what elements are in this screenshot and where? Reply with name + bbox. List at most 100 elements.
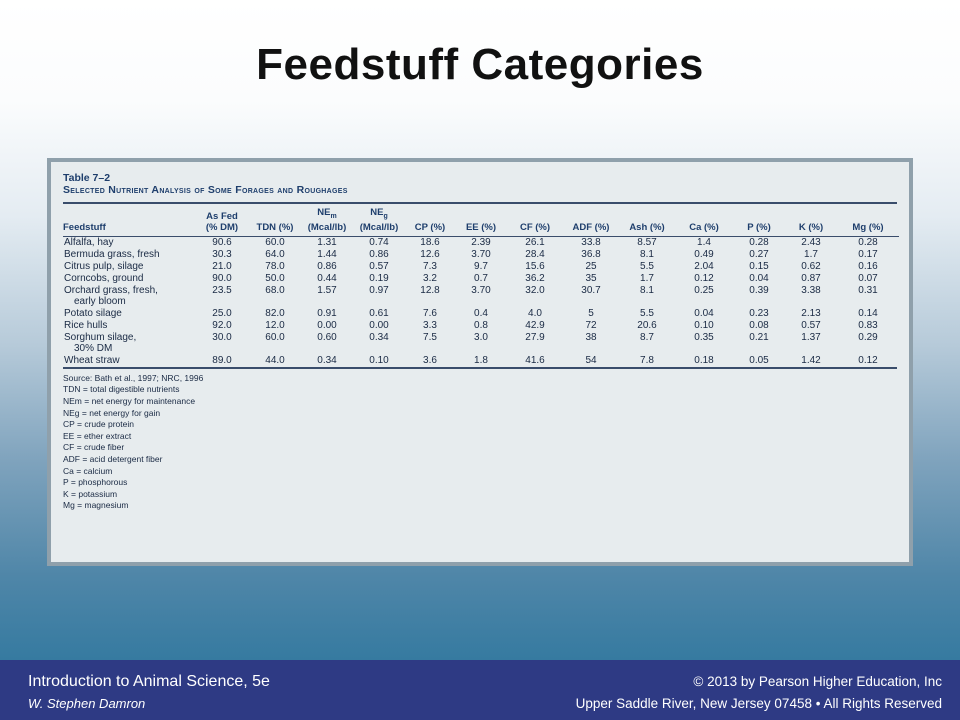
table-cell: 30.3: [212, 248, 232, 260]
table-cell: 4.0: [528, 307, 542, 319]
feedstuff-name: Potato silage: [64, 307, 122, 319]
table-cell: 8.7: [640, 331, 654, 343]
header-nem-base: NE: [317, 207, 331, 218]
table-cell: 27.9: [525, 331, 545, 343]
table-cell: 3.2: [423, 272, 437, 284]
table-cell: 0.57: [801, 319, 821, 331]
table-cell: 2.13: [801, 307, 821, 319]
feedstuff-name: Bermuda grass, fresh: [64, 248, 160, 260]
slide-title: Feedstuff Categories: [256, 40, 704, 89]
table-cell: 0.04: [749, 272, 769, 284]
table-cell: 1.57: [317, 284, 337, 296]
table-cell: 9.7: [474, 260, 488, 272]
header-mg: Mg (%): [852, 221, 884, 233]
table-cell: 1.44: [317, 248, 337, 260]
footer-copyright: © 2013 by Pearson Higher Education, Inc: [693, 674, 942, 689]
table-cell: 44.0: [265, 354, 285, 366]
table-cell: 7.8: [640, 354, 654, 366]
table-cell: 7.6: [423, 307, 437, 319]
feedstuff-name-continued: 30% DM: [74, 343, 113, 355]
table-row: Rice hulls 92.0 12.0 0.00 0.00 3.3 0.8 42.9 72 20…: [63, 320, 899, 332]
table-cell: 0.00: [317, 319, 337, 331]
footer-address: Upper Saddle River, New Jersey 07458 • A…: [575, 696, 942, 711]
table-row: Alfalfa, hay 90.6 60.0 1.31 0.74 18.6 2.39 26.1…: [63, 237, 899, 249]
table-cell: 32.0: [525, 284, 545, 296]
feedstuff-name-cell: Rice hulls: [63, 320, 195, 332]
table-image-frame: Table 7–2 Selected Nutrient Analysis of …: [47, 158, 913, 566]
table-cell: 0.29: [858, 331, 878, 343]
header-nem-sub: m: [330, 212, 337, 220]
header-neg: NEg (Mcal/lb): [353, 204, 405, 236]
header-ee: EE (%): [465, 221, 497, 233]
footnote-line: NEm = net energy for maintenance: [63, 396, 196, 407]
table-cell: 0.7: [474, 272, 488, 284]
table-cell: 0.10: [694, 319, 714, 331]
table-cell: 0.10: [369, 354, 389, 366]
footnote-line: P = phosphorous: [63, 477, 128, 488]
footnote-line: EE = ether extract: [63, 430, 132, 441]
table-cell: 0.19: [369, 272, 389, 284]
footer-book-title: Introduction to Animal Science, 5e: [28, 673, 270, 690]
table-cell: 0.18: [694, 354, 714, 366]
table-cell: 36.2: [525, 272, 545, 284]
table-cell: 3.70: [471, 284, 491, 296]
table-cell: 0.25: [694, 284, 714, 296]
feedstuff-name: Wheat straw: [64, 354, 120, 366]
footnote-line: Ca = calcium: [63, 465, 113, 476]
table-cell: 0.83: [858, 319, 878, 331]
table-cell: 1.31: [317, 236, 337, 248]
nutrient-table: Feedstuff As Fed (% DM) TDN (%) NEm (Mcal/…: [63, 204, 899, 367]
header-neg-sub: g: [383, 212, 388, 220]
table-cell: 0.04: [694, 307, 714, 319]
table-cell: 54: [585, 354, 597, 366]
table-cell: 2.04: [694, 260, 714, 272]
table-cell: 3.38: [801, 284, 821, 296]
table-cell: 38: [585, 331, 597, 343]
header-feedstuff: Feedstuff: [63, 221, 106, 233]
feedstuff-name-cell: Alfalfa, hay: [63, 237, 195, 249]
table-cell: 0.23: [749, 307, 769, 319]
table-cell: 0.86: [317, 260, 337, 272]
table-cell: 0.35: [694, 331, 714, 343]
feedstuff-name-cell: Bermuda grass, fresh: [63, 249, 195, 261]
table-row: Potato silage 25.0 82.0 0.91 0.61 7.6 0.4 4.0 5 5…: [63, 308, 899, 320]
table-cell: 3.6: [423, 354, 437, 366]
table-cell: 50.0: [265, 272, 285, 284]
feedstuff-name-cell: Citrus pulp, silage: [63, 261, 195, 273]
table-cell: 82.0: [265, 307, 285, 319]
table-cell: 92.0: [212, 319, 232, 331]
table-cell: 0.21: [749, 331, 769, 343]
table-cell: 0.86: [369, 248, 389, 260]
table-row: Citrus pulp, silage 21.0 78.0 0.86 0.57 7.3 9.…: [63, 261, 899, 273]
footnote-line: CF = crude fiber: [63, 442, 125, 453]
table-row: Wheat straw 89.0 44.0 0.34 0.10 3.6 1.8 41.6 54 7…: [63, 355, 899, 367]
footnote-line: CP = crude protein: [63, 419, 134, 430]
table-cell: 1.7: [640, 272, 654, 284]
table-cell: 0.44: [317, 272, 337, 284]
table-cell: 25: [585, 260, 597, 272]
footnote-line: Source: Bath et al., 1997; NRC, 1996: [63, 372, 204, 383]
slide-footer: Introduction to Animal Science, 5e W. St…: [0, 660, 960, 720]
table-cell: 0.12: [694, 272, 714, 284]
table-cell: 0.28: [749, 236, 769, 248]
table-cell: 30.0: [212, 331, 232, 343]
feedstuff-name: Sorghum silage,: [64, 331, 137, 343]
feedstuff-name: Rice hulls: [64, 319, 108, 331]
table-cell: 1.8: [474, 354, 488, 366]
table-row: Bermuda grass, fresh 30.3 64.0 1.44 0.86 12.6…: [63, 249, 899, 261]
table-cell: 0.14: [858, 307, 878, 319]
table-cell: 21.0: [212, 260, 232, 272]
table-cell: 0.34: [369, 331, 389, 343]
table-cell: 0.8: [474, 319, 488, 331]
table-cell: 3.3: [423, 319, 437, 331]
table-cell: 12.6: [420, 248, 440, 260]
table-body: Alfalfa, hay 90.6 60.0 1.31 0.74 18.6 2.39 26.1…: [63, 237, 899, 367]
feedstuff-name-cell: Potato silage: [63, 308, 195, 320]
table-cell: 0.74: [369, 236, 389, 248]
header-ca: Ca (%): [689, 221, 719, 233]
table-cell: 1.7: [804, 248, 818, 260]
table-cell: 72: [585, 319, 597, 331]
table-cell: 0.87: [801, 272, 821, 284]
table-header-row: Feedstuff As Fed (% DM) TDN (%) NEm (Mcal/…: [63, 204, 899, 236]
feedstuff-name: Alfalfa, hay: [64, 236, 114, 248]
